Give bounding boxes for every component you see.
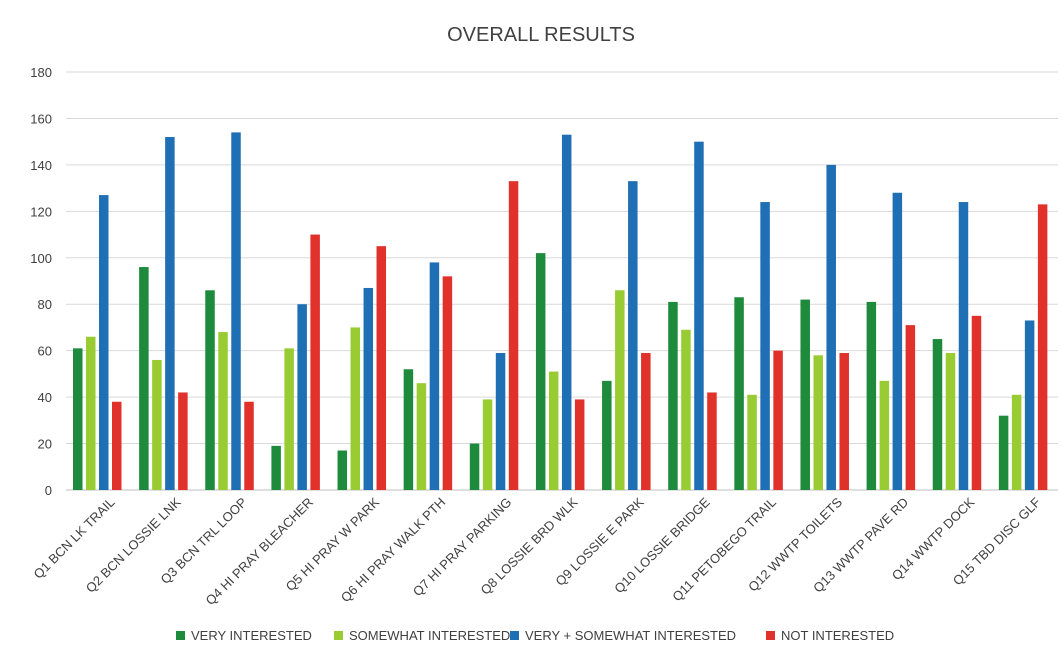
legend-label: SOMEWHAT INTERESTED [349, 628, 510, 643]
bar [839, 352, 849, 490]
legend-label: VERY INTERESTED [191, 628, 312, 643]
legend-swatch [176, 631, 185, 640]
bar [178, 392, 188, 490]
bar [574, 399, 585, 490]
bar [932, 339, 943, 490]
bar [535, 253, 546, 490]
bars [73, 132, 1048, 491]
bar [1037, 204, 1048, 490]
bar [429, 262, 440, 490]
bar [826, 164, 836, 490]
y-tick-label: 60 [38, 344, 52, 359]
bar [508, 181, 519, 490]
y-tick-label: 20 [38, 437, 52, 452]
bar [548, 371, 559, 490]
bar [747, 394, 757, 490]
bar [707, 392, 717, 490]
y-tick-label: 80 [38, 297, 52, 312]
bar [760, 202, 770, 491]
legend-swatch [334, 631, 343, 640]
bar [86, 336, 96, 490]
y-tick-label: 100 [30, 251, 52, 266]
y-tick-label: 40 [38, 390, 52, 405]
y-axis-ticks: 0 20 40 60 80 100 120 140 160 180 [30, 65, 52, 498]
bar [694, 141, 704, 490]
bar [1024, 320, 1035, 490]
bar [813, 355, 823, 490]
x-tick-label: Q4 HI PRAY BLEACHER [203, 495, 316, 608]
bar [773, 350, 783, 490]
bar [165, 137, 175, 490]
bar [297, 304, 307, 490]
bar [284, 348, 294, 490]
bar [482, 399, 493, 490]
bar [958, 202, 969, 491]
bar [1011, 394, 1022, 490]
bar [905, 325, 916, 490]
y-tick-label: 0 [45, 483, 52, 498]
bar [892, 192, 903, 490]
bar [139, 267, 149, 490]
bar [641, 352, 651, 490]
bar [998, 415, 1009, 490]
bar [971, 315, 982, 490]
bar [495, 352, 506, 490]
legend-label: VERY + SOMEWHAT INTERESTED [525, 628, 736, 643]
legend-label: NOT INTERESTED [781, 628, 894, 643]
bar [416, 383, 427, 490]
bar [879, 380, 890, 490]
bar [615, 290, 625, 490]
bar [244, 401, 254, 490]
bar [363, 287, 374, 490]
bar [99, 195, 109, 491]
bar [350, 327, 361, 490]
bar [376, 246, 387, 490]
bar [218, 332, 228, 490]
bar [73, 348, 83, 490]
y-tick-label: 120 [30, 204, 52, 219]
bar [469, 443, 480, 490]
bar [668, 301, 678, 490]
bar [403, 369, 414, 490]
bar [271, 445, 281, 490]
y-tick-label: 180 [30, 65, 52, 80]
bar [442, 276, 453, 490]
bar [945, 352, 956, 490]
bar [337, 450, 348, 490]
bar [112, 401, 122, 490]
bar [602, 380, 612, 490]
y-tick-label: 160 [30, 111, 52, 126]
chart-title: OVERALL RESULTS [447, 24, 635, 46]
legend-swatch [766, 631, 775, 640]
bar [310, 234, 320, 490]
bar [231, 132, 241, 490]
bar [866, 301, 877, 490]
bar [800, 299, 810, 490]
bar [205, 290, 215, 490]
bar [734, 297, 744, 490]
bar [152, 359, 162, 490]
legend: VERY INTERESTED SOMEWHAT INTERESTED VERY +… [176, 628, 894, 643]
bar [561, 134, 572, 490]
bar [628, 181, 638, 490]
bar [681, 329, 691, 490]
y-tick-label: 140 [30, 158, 52, 173]
legend-swatch [510, 631, 519, 640]
